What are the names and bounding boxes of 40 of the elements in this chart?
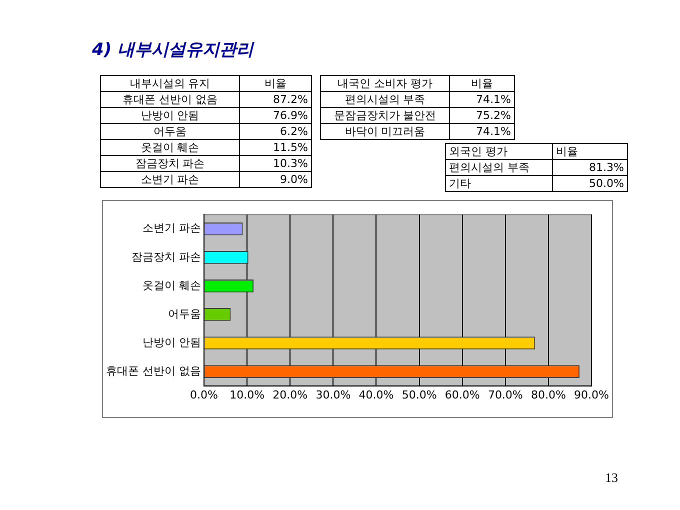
x-tick-label: 40.0% bbox=[358, 388, 394, 402]
category-label: 문잠금장치가 불안전 bbox=[320, 108, 450, 124]
data-label: 74.1% bbox=[450, 124, 514, 140]
y-tick-label: 어두움 bbox=[168, 307, 201, 320]
y-tick-label: 휴대폰 선반이 없음 bbox=[106, 364, 201, 378]
category-label: 편의시설의 부족 bbox=[446, 160, 552, 176]
x-tick-label: 90.0% bbox=[574, 388, 610, 402]
y-tick-label: 소변기 파손 bbox=[142, 222, 201, 235]
text: 내국인 소비자 평가 bbox=[320, 76, 450, 92]
text: 외국인 평가 bbox=[446, 144, 552, 160]
data-label: 50.0% bbox=[552, 176, 628, 192]
data-label: 76.9% bbox=[240, 108, 312, 124]
data-label: 74.1% bbox=[450, 92, 514, 108]
category-label: 바닥이 미끄러움 bbox=[320, 124, 450, 140]
data-label: 6.2% bbox=[240, 124, 312, 140]
data-label: 10.3% bbox=[240, 156, 312, 172]
x-tick-label: 50.0% bbox=[402, 388, 437, 402]
data-label: 75.2% bbox=[450, 108, 514, 124]
y-tick-label: 난방이 안됨 bbox=[142, 336, 201, 349]
text: 13 bbox=[605, 470, 618, 486]
data-label: 9.0% bbox=[240, 172, 312, 188]
x-tick-label: 70.0% bbox=[488, 388, 523, 402]
text: 비율 bbox=[450, 76, 514, 92]
data-label: 81.3% bbox=[552, 160, 628, 176]
y-tick-label: 잠금장치 파손 bbox=[131, 250, 201, 264]
category-label: 편의시설의 부족 bbox=[320, 92, 450, 108]
data-label: 11.5% bbox=[240, 140, 312, 156]
text: 비율 bbox=[240, 76, 312, 92]
x-tick-label: 0.0% bbox=[190, 388, 218, 402]
text: 비율 bbox=[552, 144, 628, 160]
x-tick-label: 30.0% bbox=[316, 388, 351, 402]
data-label: 87.2% bbox=[240, 92, 312, 108]
text: 4) 내부시설유지관리 bbox=[92, 39, 254, 61]
x-tick-label: 80.0% bbox=[530, 388, 566, 402]
text: 내부시설의 유지 bbox=[100, 76, 240, 92]
x-tick-label: 20.0% bbox=[272, 388, 308, 402]
y-tick-label: 옷걸이 훼손 bbox=[142, 278, 201, 292]
x-tick-label: 60.0% bbox=[444, 388, 480, 402]
category-label: 기타 bbox=[446, 176, 552, 192]
x-tick-label: 10.0% bbox=[230, 388, 265, 402]
